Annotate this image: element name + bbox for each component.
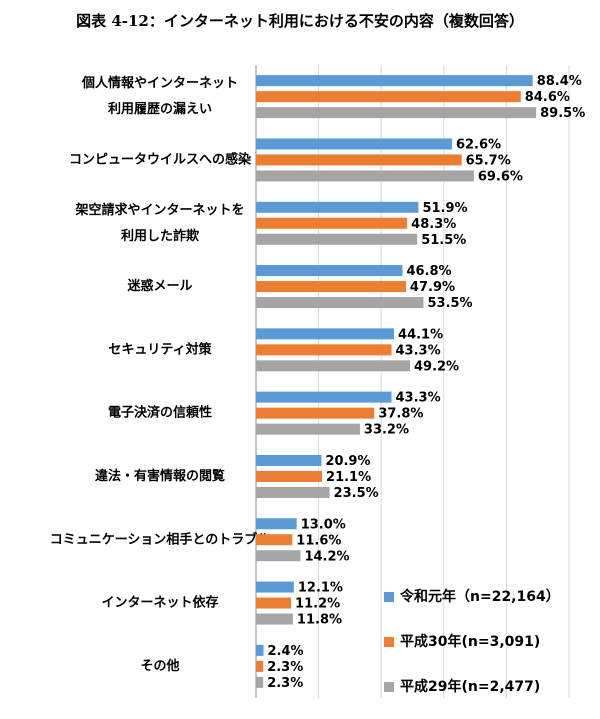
bar: [256, 644, 264, 656]
bar: [256, 75, 533, 87]
bar: [256, 597, 292, 609]
data-label: 88.4%: [537, 74, 582, 89]
data-label: 48.3%: [411, 217, 456, 232]
data-label: 51.5%: [421, 233, 466, 248]
bar: [256, 107, 537, 119]
legend-swatch: [384, 592, 394, 602]
data-label: 33.2%: [364, 423, 409, 438]
data-label: 69.6%: [478, 169, 523, 184]
data-label: 23.5%: [334, 486, 379, 501]
bar: [256, 170, 474, 182]
bar: [256, 91, 521, 103]
y-tick-label: インターネット依存: [101, 595, 218, 611]
data-label: 43.3%: [396, 391, 441, 406]
data-label: 11.8%: [297, 613, 342, 628]
y-tick-label: 架空請求やインターネットを: [74, 202, 244, 218]
data-label: 43.3%: [396, 343, 441, 358]
bar: [256, 233, 418, 245]
bar: [256, 613, 293, 625]
y-tick-label: 違法・有害情報の閲覧: [95, 468, 225, 484]
data-label: 2.4%: [268, 644, 304, 659]
data-label: 12.1%: [298, 581, 343, 596]
data-label: 11.2%: [295, 597, 340, 612]
bar: [256, 265, 403, 277]
bar: [256, 201, 419, 213]
y-tick-label: コンピュータウイルスへの感染: [69, 151, 252, 167]
bar: [256, 328, 395, 340]
data-label: 11.6%: [296, 533, 341, 548]
bar: [256, 281, 406, 293]
data-label: 2.3%: [267, 676, 303, 691]
data-label: 14.2%: [304, 549, 349, 564]
data-label: 62.6%: [456, 137, 501, 152]
data-label: 65.7%: [466, 153, 511, 168]
y-tick-label: 個人情報やインターネット: [81, 75, 238, 91]
legend-swatch: [384, 637, 394, 647]
bar: [256, 297, 424, 309]
bar: [256, 550, 301, 562]
bar: [256, 676, 264, 688]
bar: [256, 344, 392, 356]
bar: [256, 391, 392, 403]
bar: [256, 470, 323, 482]
data-label: 20.9%: [325, 454, 370, 469]
data-label: 47.9%: [410, 280, 455, 295]
bar: [256, 138, 452, 150]
bar: [256, 486, 330, 498]
data-label: 49.2%: [414, 359, 459, 374]
y-tick-label: 電子決済の信頼性: [108, 405, 212, 421]
bar: [256, 518, 297, 530]
bar: [256, 360, 410, 372]
data-label: 51.9%: [422, 201, 467, 216]
y-tick-label: その他: [140, 658, 179, 674]
chart-title: 図表 4-12：インターネット利用における不安の内容（複数回答）: [76, 12, 524, 30]
bar: [256, 423, 360, 435]
data-label: 53.5%: [427, 296, 472, 311]
bar: [256, 534, 293, 546]
y-tick-label: 利用履歴の漏えい: [108, 101, 212, 117]
legend-label: 平成29年(n=2,477): [400, 678, 540, 695]
y-tick-label: セキュリティ対策: [108, 341, 212, 357]
legend-label: 令和元年（n=22,164）: [399, 588, 560, 605]
y-tick-label: 利用した詐欺: [121, 228, 199, 244]
data-label: 37.8%: [378, 407, 423, 422]
legend-swatch: [384, 682, 394, 692]
data-label: 46.8%: [406, 264, 451, 279]
bar: [256, 581, 294, 593]
bar: [256, 660, 264, 672]
data-label: 44.1%: [398, 327, 443, 342]
bar: [256, 154, 462, 166]
bar: [256, 407, 375, 419]
data-label: 84.6%: [525, 90, 570, 105]
bar: [256, 217, 408, 229]
data-label: 89.5%: [540, 106, 585, 121]
y-tick-label: 迷惑メール: [126, 278, 192, 294]
bar: [256, 454, 322, 466]
y-tick-label: コミュニケーション相手とのトラブル: [50, 531, 271, 547]
data-label: 2.3%: [267, 660, 303, 675]
data-label: 21.1%: [326, 470, 371, 485]
data-label: 13.0%: [301, 517, 346, 532]
legend-label: 平成30年(n=3,091): [400, 633, 540, 650]
